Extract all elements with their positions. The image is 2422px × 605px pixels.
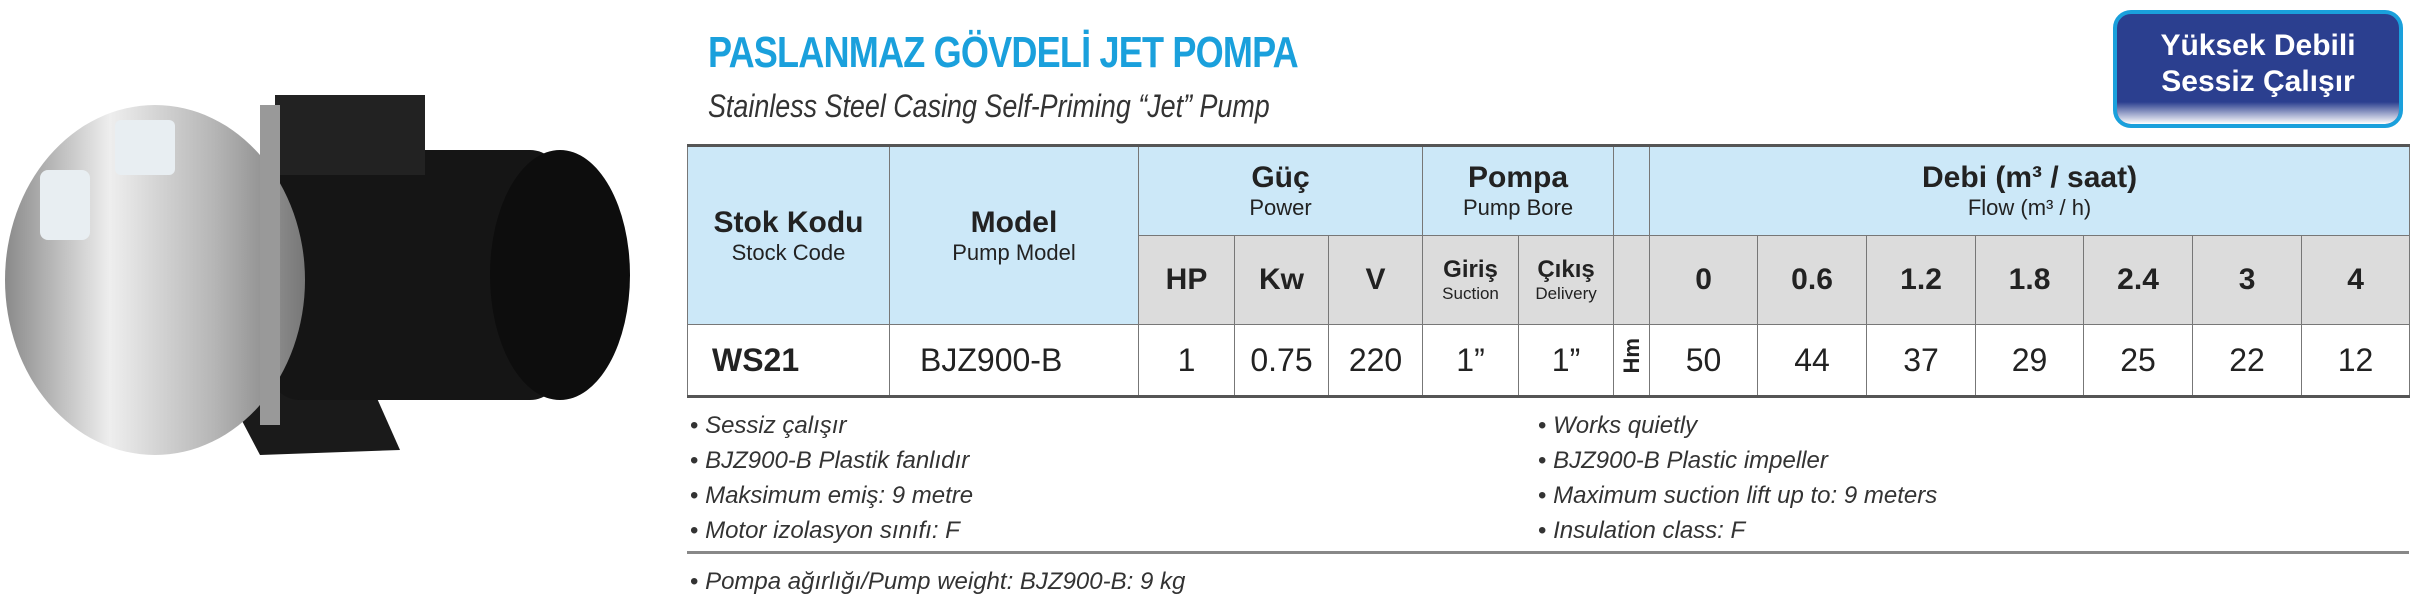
divider <box>687 551 2409 554</box>
cell-head-unit: Hm <box>1613 324 1651 397</box>
page-title: PASLANMAZ GÖVDELİ JET POMPA <box>708 28 1299 77</box>
cell-head: 25 <box>2083 324 2194 397</box>
header-flow-4: 4 <box>2301 235 2411 325</box>
cell-head: 12 <box>2301 324 2411 397</box>
feature-en: BJZ900-B Plastic impeller <box>1538 447 1828 475</box>
cell-hp: 1 <box>1138 324 1235 397</box>
header-flow-1.2: 1.2 <box>1866 235 1977 325</box>
page-subtitle: Stainless Steel Casing Self-Priming “Jet… <box>708 88 1270 124</box>
feature-en: Maximum suction lift up to: 9 meters <box>1538 482 1937 510</box>
feature-tr: BJZ900-B Plastik fanlıdır <box>690 447 969 475</box>
feature-tr: Maksimum emiş: 9 metre <box>690 482 973 510</box>
header-flow-0.6: 0.6 <box>1757 235 1868 325</box>
cell-kw: 0.75 <box>1234 324 1329 397</box>
badge-line-2: Sessiz Çalışır <box>2161 65 2355 98</box>
cell-stock-code: WS21 <box>687 324 890 397</box>
header-v: V <box>1327 235 1424 325</box>
pump-weight: Pompa ağırlığı/Pump weight: BJZ900-B: 9 … <box>690 568 1185 596</box>
cell-head: 22 <box>2192 324 2303 397</box>
feature-en: Insulation class: F <box>1538 517 1745 545</box>
header-flow-1.8: 1.8 <box>1975 235 2085 325</box>
header-model: Model Pump Model <box>889 145 1139 325</box>
header-hp: HP <box>1138 235 1235 325</box>
cell-v: 220 <box>1327 324 1424 397</box>
spec-table: Stok Kodu Stock Code Model Pump Model Güç P… <box>687 144 2411 398</box>
header-flow-3: 3 <box>2192 235 2303 325</box>
header-pump-bore: Pompa Pump Bore <box>1422 145 1615 236</box>
cell-head: 29 <box>1975 324 2085 397</box>
header-suction: Giriş Suction <box>1422 235 1520 325</box>
feature-badge: Yüksek Debili Sessiz Çalışır <box>2113 10 2403 128</box>
header-power: Güç Power <box>1137 145 1424 236</box>
feature-tr: Sessiz çalışır <box>690 412 846 440</box>
cell-head: 44 <box>1757 324 1868 397</box>
feature-tr: Motor izolasyon sınıfı: F <box>690 517 960 545</box>
header-delivery: Çıkış Delivery <box>1518 235 1615 325</box>
cell-delivery: 1” <box>1518 324 1615 397</box>
badge-line-1: Yüksek Debili <box>2160 29 2356 62</box>
cell-head: 37 <box>1866 324 1977 397</box>
header-flow-2.4: 2.4 <box>2083 235 2194 325</box>
cell-head: 50 <box>1649 324 1759 397</box>
cell-suction: 1” <box>1422 324 1520 397</box>
cell-model: BJZ900-B <box>889 324 1139 397</box>
header-flow-0: 0 <box>1649 235 1759 325</box>
header-flow: Debi (m³ / saat) Flow (m³ / h) <box>1649 145 2411 236</box>
feature-en: Works quietly <box>1538 412 1697 440</box>
header-stock-code: Stok Kodu Stock Code <box>687 145 890 325</box>
table-row: WS21 BJZ900-B 1 0.75 220 1” 1” Hm 50 44 … <box>687 324 2411 397</box>
header-kw: Kw <box>1234 235 1329 325</box>
pump-product-image <box>5 95 630 455</box>
